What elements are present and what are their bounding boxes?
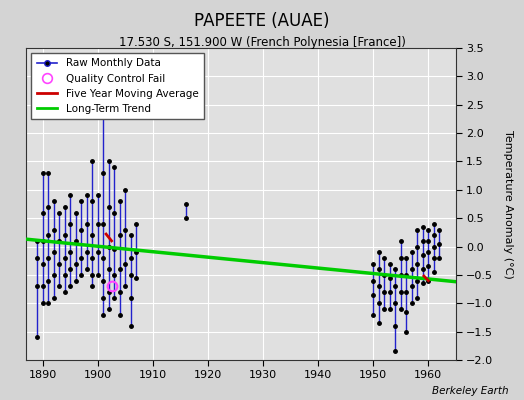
Text: Berkeley Earth: Berkeley Earth (432, 386, 508, 396)
Legend: Raw Monthly Data, Quality Control Fail, Five Year Moving Average, Long-Term Tren: Raw Monthly Data, Quality Control Fail, … (31, 53, 204, 119)
Text: 17.530 S, 151.900 W (French Polynesia [France]): 17.530 S, 151.900 W (French Polynesia [F… (118, 36, 406, 49)
Y-axis label: Temperature Anomaly (°C): Temperature Anomaly (°C) (503, 130, 513, 278)
Text: PAPEETE (AUAE): PAPEETE (AUAE) (194, 12, 330, 30)
